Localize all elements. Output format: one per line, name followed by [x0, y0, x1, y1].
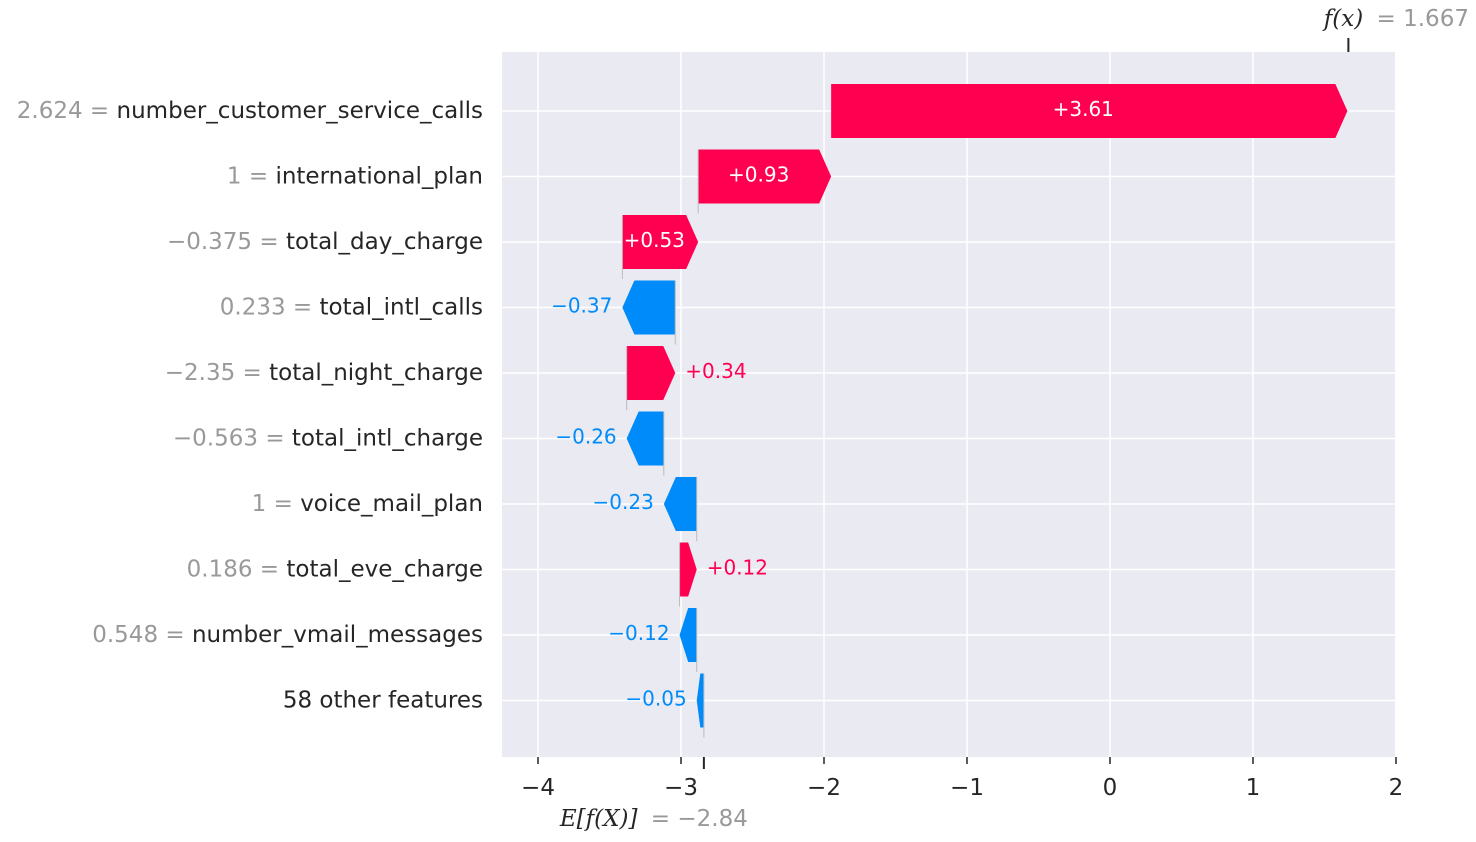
plot-area [502, 52, 1395, 757]
bar-value-label: +0.53 [624, 228, 685, 252]
feature-name: total_intl_charge [292, 426, 483, 452]
bar-number_vmail_messages [679, 608, 697, 662]
feature-name: total_intl_calls [320, 295, 483, 321]
final-value-annotation: f(x) = 1.667 [1322, 6, 1469, 32]
bar-value-label: +0.93 [728, 163, 789, 187]
x-tick-label: 2 [1389, 775, 1404, 801]
feature-label: 0.233 = total_intl_calls [220, 295, 483, 321]
bar-value-label: +0.12 [707, 556, 768, 580]
feature-value: 2.624 = [17, 98, 117, 124]
bars-group: +3.61 +0.93 +0.53 −0.37 +0.34 −0.26 −0.23 +0.12… [551, 84, 1348, 738]
feature-label: −0.563 = total_intl_charge [173, 426, 483, 452]
x-tick-label: −1 [950, 775, 984, 801]
base-value-prefix: E[f(X)] [559, 806, 638, 832]
bar-international_plan [698, 149, 832, 204]
feature-value: 0.548 = [92, 622, 192, 648]
feature-value: −0.375 = [167, 229, 286, 255]
base-value-label: = −2.84 [651, 806, 748, 832]
feature-value: 0.233 = [220, 295, 320, 321]
feature-label: −0.375 = total_day_charge [167, 229, 483, 255]
feature-label: 58 other features [283, 688, 483, 714]
x-tick-label: −3 [664, 775, 698, 801]
feature-value: 1 = [252, 491, 301, 517]
feature-name: international_plan [275, 164, 483, 190]
x-tick-label: 1 [1246, 775, 1261, 801]
x-tick-label: −4 [521, 775, 555, 801]
feature-value: 0.186 = [187, 557, 287, 583]
feature-label: 1 = voice_mail_plan [252, 491, 483, 517]
feature-labels: 2.624 = number_customer_service_calls 1 =… [17, 98, 483, 714]
bar-value-label: +0.34 [685, 359, 746, 383]
bar-total_day_charge [622, 215, 699, 269]
bar-value-label: −0.05 [625, 687, 686, 711]
feature-name: total_night_charge [269, 360, 483, 386]
bar-58 other features [696, 673, 704, 728]
feature-name: total_day_charge [286, 229, 483, 255]
bar-value-label: −0.12 [608, 621, 669, 645]
feature-label: 2.624 = number_customer_service_calls [17, 98, 483, 124]
bar-value-label: −0.23 [593, 490, 654, 514]
feature-label: 0.548 = number_vmail_messages [92, 622, 483, 648]
bar-total_intl_calls [622, 280, 676, 335]
feature-name: total_eve_charge [286, 557, 483, 583]
bar-value-label: +3.61 [1053, 97, 1114, 121]
feature-name: 58 other features [283, 688, 483, 714]
feature-value: −0.563 = [173, 426, 292, 452]
bar-voice_mail_plan [663, 477, 697, 531]
feature-value: −2.35 = [165, 360, 269, 386]
bar-total_intl_charge [626, 411, 664, 466]
feature-label: 1 = international_plan [227, 164, 483, 190]
x-tick-label: 0 [1103, 775, 1118, 801]
bar-total_night_charge [626, 346, 676, 400]
feature-name: number_vmail_messages [192, 622, 483, 648]
feature-value: 1 = [227, 164, 276, 190]
x-tick-label: −2 [807, 775, 841, 801]
bar-number_customer_service_calls [831, 84, 1348, 138]
bar-value-label: −0.37 [551, 294, 612, 318]
feature-name: voice_mail_plan [300, 491, 483, 517]
x-axis: −4 −3 −2 −1 0 1 2 [521, 757, 1403, 801]
bar-value-label: −0.26 [555, 425, 616, 449]
base-value-annotation: E[f(X)] = −2.84 [559, 806, 748, 832]
bar-total_eve_charge [679, 542, 697, 597]
final-value-prefix: f(x) [1322, 6, 1363, 32]
feature-label: −2.35 = total_night_charge [165, 360, 483, 386]
final-value-label: = 1.667 [1377, 6, 1469, 32]
feature-label: 0.186 = total_eve_charge [187, 557, 483, 583]
feature-name: number_customer_service_calls [117, 98, 483, 124]
